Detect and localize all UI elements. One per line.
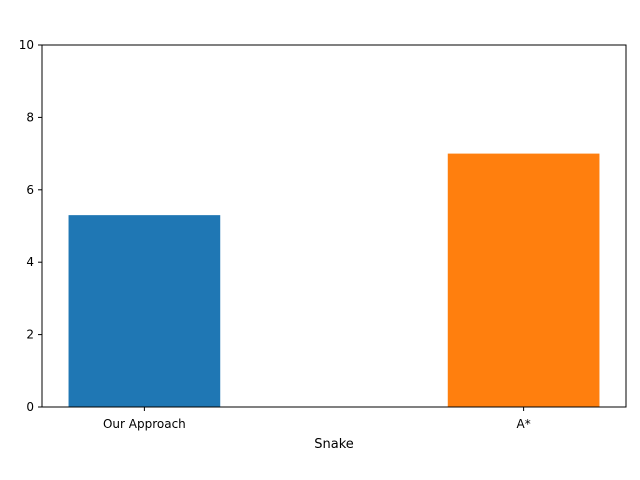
bar-a xyxy=(447,153,600,407)
bars-group xyxy=(68,153,600,407)
y-tick-label: 6 xyxy=(26,183,34,197)
x-axis-ticks: Our Approach A* xyxy=(103,407,531,431)
plot-frame xyxy=(41,44,627,408)
bar-our-approach xyxy=(68,215,221,407)
y-tick-label: 8 xyxy=(26,110,34,124)
x-tick-label: Our Approach xyxy=(103,417,186,431)
y-tick-label: 0 xyxy=(26,400,34,414)
y-tick-label: 2 xyxy=(26,328,34,342)
y-axis-ticks: 0 2 4 6 8 10 xyxy=(19,38,42,414)
y-tick-label: 10 xyxy=(19,38,34,52)
x-tick-label: A* xyxy=(517,417,531,431)
x-axis-label: Snake xyxy=(314,437,354,452)
y-tick-label: 4 xyxy=(26,255,34,269)
